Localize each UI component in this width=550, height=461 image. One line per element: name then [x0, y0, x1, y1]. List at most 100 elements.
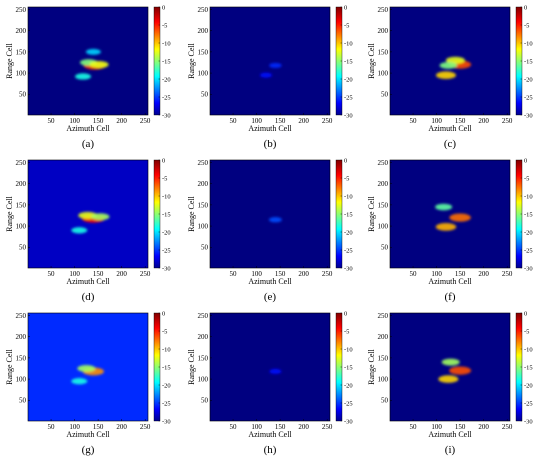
- colorbar-tick-label: -30: [344, 112, 353, 119]
- y-tick-label: 200: [378, 333, 389, 341]
- y-tick-label: 150: [16, 201, 27, 209]
- y-tick-label: 50: [381, 91, 389, 99]
- y-tick-label: 200: [198, 333, 209, 341]
- plot-background: [210, 313, 330, 421]
- x-tick-label: 50: [410, 270, 418, 278]
- x-axis-title: Azimuth Cell: [66, 277, 110, 286]
- scatterer-marks: [436, 56, 472, 79]
- x-tick-label: 250: [322, 423, 333, 431]
- colorbar-tick-label: -15: [162, 364, 171, 371]
- y-tick-label: 250: [198, 6, 209, 14]
- scatterer-point: [449, 213, 471, 222]
- colorbar-tick-label: -15: [162, 211, 171, 218]
- x-tick-label: 200: [478, 117, 489, 125]
- panel-label: (d): [82, 291, 95, 303]
- colorbar-tick-label: -25: [162, 94, 171, 101]
- plot-frame: [27, 312, 149, 422]
- plot-background: [390, 160, 510, 268]
- colorbar-tick-label: -15: [162, 58, 171, 65]
- y-tick-label: 200: [378, 180, 389, 188]
- colorbar-tick-label: -10: [344, 346, 353, 353]
- x-tick-label: 100: [69, 270, 80, 278]
- scatterer-point: [436, 71, 456, 79]
- x-axis-title: Azimuth Cell: [66, 124, 110, 133]
- x-tick-label: 150: [455, 117, 466, 125]
- y-tick-label: 100: [16, 70, 27, 78]
- x-tick-label: 50: [410, 423, 418, 431]
- y-axis-title: Range Cell: [5, 348, 14, 385]
- chart-panel-a: 50 100 150 200 250 50 100 150 200 250 Azimuth Cell…: [5, 4, 171, 150]
- x-tick-label: 200: [116, 117, 127, 125]
- chart-panel-h: 50 100 150 200 250 50 100 150 200 250 Azimuth Cell…: [187, 310, 353, 456]
- scatterer-point: [89, 60, 109, 69]
- colorbar-tick-label: 0: [344, 310, 347, 317]
- colorbar-tick-label: -15: [524, 58, 533, 65]
- x-tick-label: 50: [230, 117, 238, 125]
- x-tick-label: 100: [69, 117, 80, 125]
- x-axis-title: Azimuth Cell: [428, 124, 472, 133]
- colorbar-tick-label: -25: [344, 247, 353, 254]
- y-tick-label: 150: [378, 201, 389, 209]
- plot-frame: [209, 6, 331, 116]
- chart-panel-i: 50 100 150 200 250 50 100 150 200 250 Azimuth Cell…: [367, 310, 533, 456]
- x-tick-label: 200: [298, 270, 309, 278]
- y-tick-label: 150: [198, 48, 209, 56]
- colorbar-tick-label: -10: [344, 193, 353, 200]
- colorbar-tick-label: -20: [162, 382, 171, 389]
- y-tick-label: 50: [201, 91, 209, 99]
- y-axis-title: Range Cell: [187, 348, 196, 385]
- scatterer-point: [71, 378, 88, 385]
- y-axis-title: Range Cell: [367, 348, 376, 385]
- colorbar-tick-label: -25: [524, 94, 533, 101]
- colorbar-tick-label: -5: [344, 328, 349, 335]
- y-tick-label: 250: [378, 6, 389, 14]
- y-tick-label: 200: [16, 180, 27, 188]
- colorbar-tick-label: -25: [524, 400, 533, 407]
- y-tick-label: 200: [378, 27, 389, 35]
- panel-label: (a): [82, 138, 95, 150]
- colorbar-tick-label: -5: [344, 22, 349, 29]
- colorbar-tick-label: -30: [524, 112, 533, 119]
- colorbar-tick-label: -15: [344, 58, 353, 65]
- colorbar-tick-label: -25: [524, 247, 533, 254]
- x-tick-label: 150: [93, 423, 104, 431]
- y-axis-title: Range Cell: [5, 195, 14, 232]
- colorbar-tick-label: -20: [162, 76, 171, 83]
- colorbar-tick-label: -25: [344, 94, 353, 101]
- y-tick-label: 150: [198, 201, 209, 209]
- plot-background: [390, 313, 510, 421]
- x-tick-label: 150: [93, 270, 104, 278]
- y-tick-label: 100: [198, 376, 209, 384]
- x-tick-label: 250: [502, 423, 513, 431]
- x-axis-title: Azimuth Cell: [248, 277, 292, 286]
- plot-frame: [389, 159, 511, 269]
- colorbar-tick-label: -15: [344, 364, 353, 371]
- y-tick-label: 250: [16, 159, 27, 167]
- panel-label: (f): [445, 291, 456, 303]
- x-tick-label: 250: [140, 270, 151, 278]
- colorbar-tick-label: -5: [524, 22, 529, 29]
- colorbar-tick-label: -10: [162, 346, 171, 353]
- y-tick-label: 250: [198, 159, 209, 167]
- x-tick-label: 100: [431, 423, 442, 431]
- colorbar-tick-label: -20: [344, 382, 353, 389]
- x-tick-label: 50: [48, 117, 56, 125]
- colorbar-tick-label: 0: [524, 310, 527, 317]
- colorbar-tick-label: -5: [344, 175, 349, 182]
- x-tick-label: 250: [140, 423, 151, 431]
- colorbar-tick-label: -10: [524, 40, 533, 47]
- y-tick-label: 50: [19, 397, 27, 405]
- colorbar-tick-label: -20: [162, 229, 171, 236]
- x-axis-title: Azimuth Cell: [248, 124, 292, 133]
- chart-panel-g: 50 100 150 200 250 50 100 150 200 250 Azimuth Cell…: [5, 310, 171, 456]
- y-tick-label: 150: [378, 354, 389, 362]
- colorbar-tick-label: -30: [524, 265, 533, 272]
- x-tick-label: 250: [322, 270, 333, 278]
- scatterer-marks: [71, 365, 104, 385]
- y-tick-label: 250: [198, 312, 209, 320]
- plot-frame: [389, 312, 511, 422]
- colorbar-tick-label: -20: [344, 76, 353, 83]
- y-tick-label: 150: [378, 48, 389, 56]
- y-tick-label: 50: [201, 244, 209, 252]
- scatterer-marks: [435, 203, 471, 231]
